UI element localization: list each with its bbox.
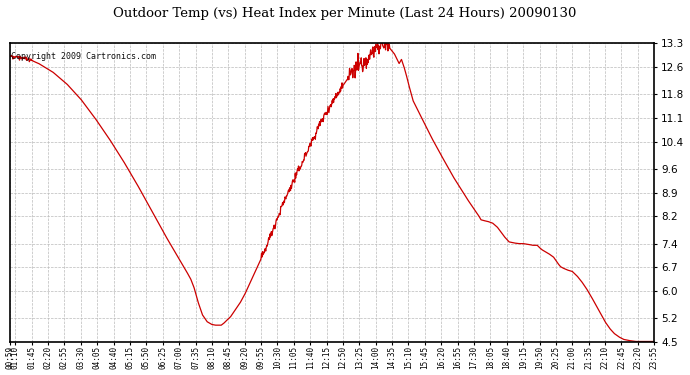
- Text: Copyright 2009 Cartronics.com: Copyright 2009 Cartronics.com: [11, 52, 156, 61]
- Text: Outdoor Temp (vs) Heat Index per Minute (Last 24 Hours) 20090130: Outdoor Temp (vs) Heat Index per Minute …: [113, 8, 577, 21]
